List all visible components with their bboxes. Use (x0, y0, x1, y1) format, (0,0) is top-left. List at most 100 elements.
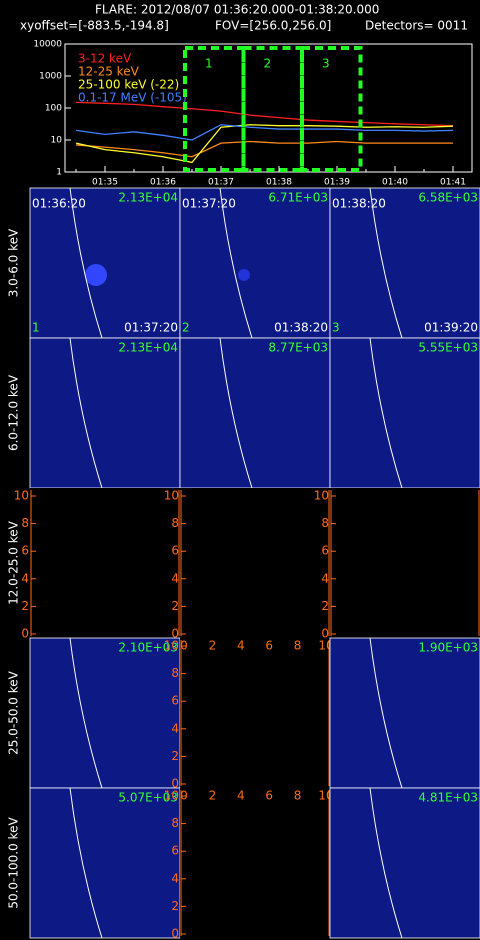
panel-index: 1 (32, 321, 40, 335)
empty-tick-label: 2 (171, 599, 179, 613)
start-time: 01:38:20 (332, 197, 386, 211)
legend-entry: 25-100 keV (-22) (78, 78, 179, 92)
empty-tick-label: 2 (171, 749, 179, 763)
image-panel (29, 637, 181, 789)
series-line (75, 124, 454, 141)
x-tick-label: 01:39 (324, 178, 350, 188)
limb (369, 787, 403, 939)
source (238, 269, 250, 281)
empty-tick-label: 8 (321, 516, 329, 530)
empty-tick-label: 4 (237, 789, 245, 803)
limb (219, 337, 253, 489)
empty-tick-label: 6 (171, 544, 179, 558)
empty-panel (330, 488, 480, 638)
x-tick-label: 01:35 (92, 178, 118, 188)
max-value: 5.07E+03 (118, 791, 178, 805)
image-panel (329, 337, 480, 489)
x-tick-label: 01:41 (440, 178, 466, 188)
empty-tick-label: 4 (171, 721, 179, 735)
series-line (75, 101, 454, 127)
image-panel (179, 187, 331, 339)
empty-tick-label: 6 (171, 694, 179, 708)
empty-panel (180, 788, 330, 938)
empty-tick-label: 6 (265, 789, 273, 803)
end-time: 01:39:20 (424, 321, 478, 335)
y-tick-label: 1 (56, 168, 62, 178)
empty-tick-label: 4 (237, 639, 245, 653)
fov: FOV=[256.0,256.0] (215, 19, 331, 33)
image-panel (329, 187, 480, 339)
limb (69, 187, 103, 339)
interval-label: 2 (264, 57, 272, 71)
empty-tick-label: 8 (171, 516, 179, 530)
empty-tick-label: 8 (294, 639, 302, 653)
interval-box (300, 46, 363, 172)
image-panel (329, 787, 480, 939)
empty-tick-label: 6 (171, 844, 179, 858)
max-value: 5.55E+03 (418, 341, 478, 355)
interval-label: 1 (205, 57, 213, 71)
empty-tick-label: 0 (171, 927, 179, 940)
empty-tick-label: 2 (321, 599, 329, 613)
start-time: 01:37:20 (182, 197, 236, 211)
limb (69, 637, 103, 789)
max-value: 2.13E+04 (118, 341, 178, 355)
empty-tick-label: 8 (294, 789, 302, 803)
empty-tick-label: 10 (314, 489, 329, 503)
max-value: 6.58E+03 (418, 191, 478, 205)
series-line (75, 124, 454, 164)
empty-panel (30, 488, 180, 638)
empty-tick-label: 2 (209, 639, 217, 653)
empty-tick-label: 2 (171, 899, 179, 913)
empty-tick-label: 6 (21, 544, 29, 558)
y-tick-label: 10000 (33, 40, 62, 50)
panel-index: 3 (332, 321, 340, 335)
max-value: 1.90E+03 (418, 641, 478, 655)
empty-panel (180, 638, 330, 788)
empty-tick-label: 8 (171, 666, 179, 680)
image-panel (179, 337, 331, 489)
limb (219, 187, 253, 339)
empty-tick-label: 6 (265, 639, 273, 653)
empty-tick-label: 10 (14, 489, 29, 503)
x-tick-label: 01:38 (266, 178, 292, 188)
series-line (75, 140, 453, 158)
row-label: 12.0-25.0 keV (7, 520, 21, 604)
start-time: 01:36:20 (32, 197, 86, 211)
empty-tick-label: 10 (164, 489, 179, 503)
empty-tick-label: 8 (171, 816, 179, 830)
x-tick-label: 01:37 (208, 178, 234, 188)
empty-tick-label: 4 (321, 571, 329, 585)
y-tick-label: 10 (51, 136, 63, 146)
empty-tick-label: 8 (21, 516, 29, 530)
max-value: 4.81E+03 (418, 791, 478, 805)
max-value: 6.71E+03 (268, 191, 328, 205)
empty-tick-label: 2 (21, 599, 29, 613)
limb (69, 337, 103, 489)
row-label: 3.0-6.0 keV (7, 228, 21, 297)
source (85, 264, 107, 286)
empty-tick-label: 0 (171, 777, 179, 791)
detectors: Detectors= 0011 (365, 19, 468, 33)
row-label: 50.0-100.0 keV (7, 817, 21, 909)
image-panel (329, 637, 480, 789)
max-value: 2.10E+03 (118, 641, 178, 655)
interval-label: 3 (322, 57, 330, 71)
limb (69, 787, 103, 939)
row-label: 25.0-50.0 keV (7, 670, 21, 754)
limb (369, 187, 403, 339)
panel-index: 2 (182, 321, 190, 335)
x-tick-label: 01:36 (150, 178, 176, 188)
empty-tick-label: 2 (209, 789, 217, 803)
empty-tick-label: 4 (171, 571, 179, 585)
empty-tick-label: 6 (321, 544, 329, 558)
end-time: 01:37:20 (124, 321, 178, 335)
y-tick-label: 1000 (39, 72, 62, 82)
empty-panel (180, 488, 330, 638)
empty-tick-label: 0 (21, 627, 29, 641)
interval-box (241, 46, 304, 172)
image-panel (29, 187, 181, 339)
legend-entry: 12-25 keV (78, 65, 140, 79)
empty-tick-label: 10 (164, 639, 179, 653)
